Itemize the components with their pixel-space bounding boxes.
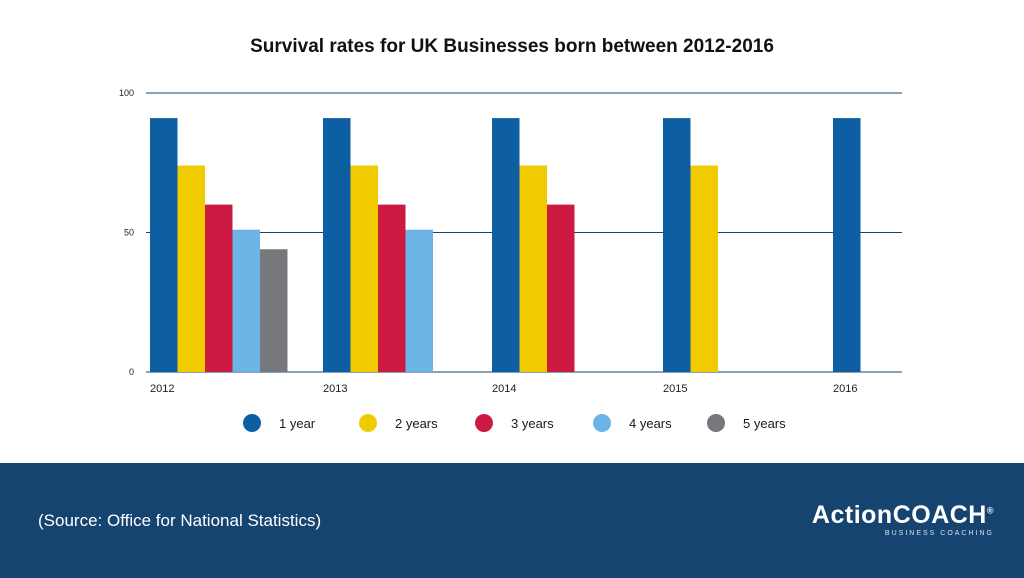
legend-swatch	[243, 414, 261, 432]
bar	[323, 118, 351, 372]
y-tick-label: 0	[129, 367, 134, 377]
legend-item-4-years: 4 years	[593, 410, 672, 436]
y-tick-label: 50	[124, 228, 134, 238]
bar	[690, 165, 718, 372]
brand-name: ActionCOACH®	[812, 501, 994, 530]
brand-logo: ActionCOACH® BUSINESS COACHING	[812, 501, 994, 537]
legend-label: 5 years	[743, 415, 786, 431]
legend-swatch	[359, 414, 377, 432]
chart-legend: 1 year 2 years 3 years 4 years 5 years	[0, 410, 1024, 440]
legend-label: 3 years	[511, 415, 554, 431]
brand-tagline: BUSINESS COACHING	[884, 530, 994, 537]
registered-mark: ®	[986, 505, 994, 516]
legend-label: 2 years	[395, 415, 438, 431]
chart-title: Survival rates for UK Businesses born be…	[250, 36, 774, 57]
x-tick-label: 2015	[663, 383, 687, 395]
bar	[350, 165, 378, 372]
legend-swatch	[707, 414, 725, 432]
legend-item-2-years: 2 years	[359, 410, 438, 436]
bar	[492, 118, 520, 372]
bar	[663, 118, 691, 372]
legend-item-3-years: 3 years	[475, 410, 554, 436]
legend-swatch	[593, 414, 611, 432]
bar	[205, 204, 233, 372]
bar-chart: 0 50 100 2012 2013 2014 2015 2016	[119, 88, 902, 395]
y-tick-label: 100	[119, 88, 134, 98]
bar	[232, 229, 260, 372]
x-tick-label: 2016	[833, 383, 857, 395]
source-note: (Source: Office for National Statistics)	[38, 511, 322, 530]
bar	[177, 165, 205, 372]
bar	[150, 118, 178, 372]
bar	[519, 165, 547, 372]
brand-name-text: ActionCOACH	[811, 501, 987, 529]
bar	[405, 229, 433, 372]
bar	[260, 249, 288, 372]
bar	[833, 118, 861, 372]
x-tick-label: 2013	[323, 383, 347, 395]
legend-label: 1 year	[279, 415, 316, 431]
bar	[378, 204, 406, 372]
legend-swatch	[475, 414, 493, 432]
footer-banner: (Source: Office for National Statistics)…	[0, 463, 1024, 578]
legend-item-1-year: 1 year	[243, 410, 315, 436]
x-tick-label: 2014	[492, 383, 516, 395]
legend-label: 4 years	[629, 415, 672, 431]
bar	[547, 204, 575, 372]
legend-item-5-years: 5 years	[707, 410, 786, 436]
x-tick-label: 2012	[150, 383, 174, 395]
